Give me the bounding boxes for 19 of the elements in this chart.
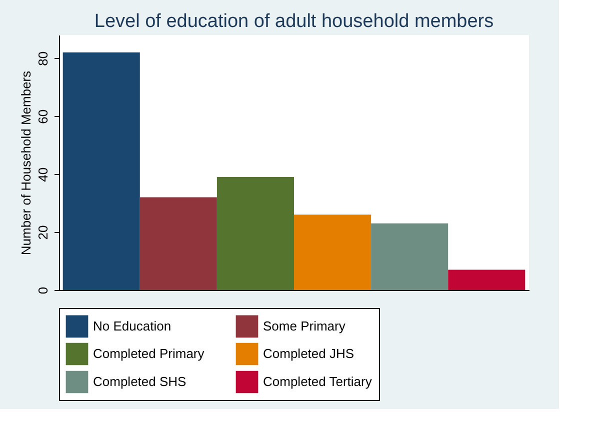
legend-label: Completed Primary — [93, 346, 205, 361]
legend-label: No Education — [93, 318, 172, 334]
bar — [371, 223, 448, 290]
y-axis-title: Number of Household Members — [18, 70, 34, 256]
legend-label: Completed SHS — [93, 374, 187, 389]
bar — [294, 214, 372, 290]
y-tick-label: 0 — [36, 286, 50, 294]
legend-label: Some Primary — [263, 318, 346, 334]
legend-label: Completed JHS — [263, 346, 354, 361]
y-tick-label: 60 — [36, 109, 50, 124]
y-tick-label: 80 — [36, 51, 50, 66]
bar — [216, 176, 294, 290]
y-tick-label: 40 — [36, 167, 50, 182]
legend-label: Completed Tertiary — [263, 374, 372, 389]
bar — [62, 52, 140, 290]
chart-title: Level of education of adult household members — [94, 11, 494, 32]
y-tick-label: 20 — [36, 225, 50, 240]
bar — [448, 270, 526, 290]
bar — [140, 197, 217, 290]
